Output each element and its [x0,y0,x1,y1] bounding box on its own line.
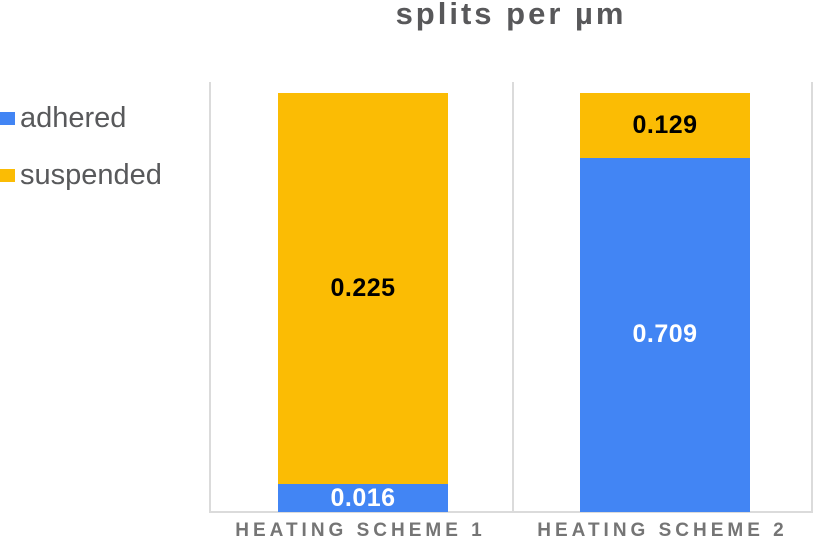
bar-value-label: 0.129 [632,110,698,139]
legend-label-adhered: adhered [20,102,127,134]
bar-segment-adhered: 0.709 [580,157,750,512]
legend-label-suspended: suspended [20,159,162,191]
category-divider-line [512,82,514,511]
plot-area: 0.225 0.016 0.129 0.709 [209,82,813,513]
chart-title: splits per µm [395,0,627,31]
legend-swatch-adhered [0,111,15,125]
bar-segment-adhered: 0.016 [278,484,448,512]
legend: adhered suspended [0,0,200,220]
legend-item-adhered: adhered [0,103,126,133]
x-axis-label-scheme-2: HEATING SCHEME 2 [537,520,788,541]
bar-category-1: 0.225 0.016 [278,93,448,512]
x-axis-label-scheme-1: HEATING SCHEME 1 [235,520,486,541]
bar-segment-suspended: 0.225 [278,93,448,485]
legend-item-suspended: suspended [0,160,162,190]
legend-swatch-suspended [0,168,15,182]
bar-category-2: 0.129 0.709 [580,93,750,512]
bars-layer: 0.225 0.016 0.129 0.709 [211,82,811,512]
bar-segment-suspended: 0.129 [580,93,750,158]
bar-value-label: 0.016 [330,483,396,512]
bar-value-label: 0.709 [632,320,698,349]
bar-value-label: 0.225 [330,274,396,303]
